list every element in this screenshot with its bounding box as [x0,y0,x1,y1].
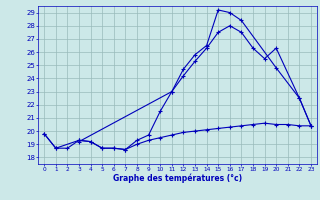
X-axis label: Graphe des températures (°c): Graphe des températures (°c) [113,174,242,183]
